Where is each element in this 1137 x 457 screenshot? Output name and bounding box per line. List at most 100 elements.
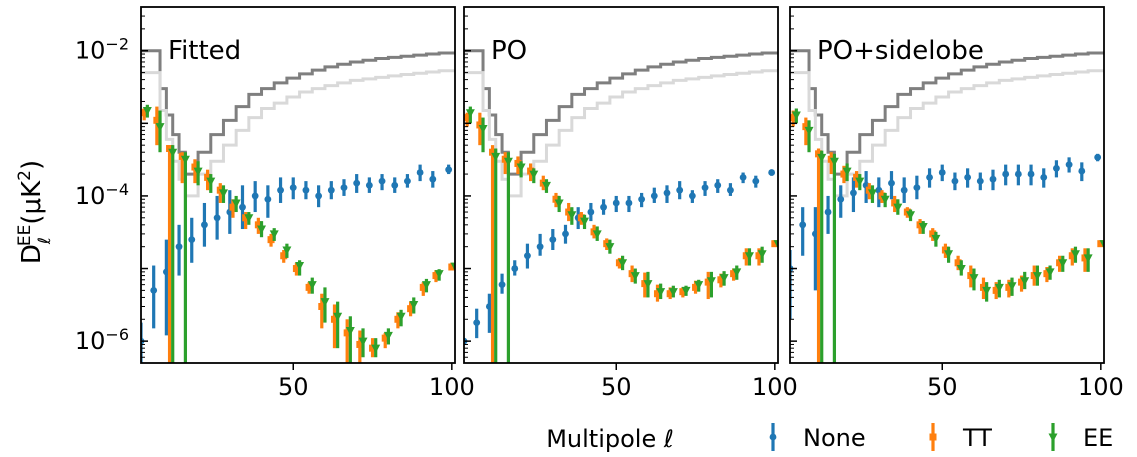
panel-title: Fitted (168, 36, 241, 66)
axes-frame (463, 6, 779, 364)
legend-label: TT (962, 424, 992, 452)
series-ee (465, 106, 778, 363)
y-tick-label: 10−2 (75, 34, 129, 65)
data-point (1007, 282, 1017, 291)
legend-item-tt: TT (929, 423, 992, 452)
data-point (1030, 272, 1038, 280)
data-point (771, 240, 778, 248)
data-point (264, 195, 272, 203)
data-point (356, 340, 364, 348)
data-point (378, 177, 386, 185)
data-point (605, 243, 615, 252)
data-point (269, 230, 279, 239)
panel-3: PO+sidelobe 50 100 (789, 6, 1124, 401)
data-point (554, 199, 564, 208)
data-point (150, 286, 158, 294)
series-none (464, 169, 776, 345)
data-point (668, 288, 678, 297)
data-point (371, 344, 381, 354)
data-point (242, 214, 250, 222)
data-point (964, 173, 972, 181)
data-point (837, 195, 845, 203)
data-point (541, 181, 551, 191)
data-point (976, 177, 984, 185)
data-point (954, 259, 962, 267)
data-point (429, 175, 437, 183)
legend-marker (929, 433, 937, 441)
data-point (587, 208, 595, 216)
data-point (643, 280, 653, 289)
data-point (744, 252, 754, 261)
data-point (1040, 173, 1048, 181)
data-point (742, 252, 750, 260)
data-point (213, 214, 221, 222)
data-point (969, 274, 979, 283)
data-point (679, 288, 687, 296)
data-point (503, 157, 513, 167)
data-point (666, 290, 674, 298)
data-point (345, 327, 355, 336)
data-point (855, 177, 865, 187)
x-tick-label: 100 (752, 373, 798, 401)
x-tick-label: 100 (429, 373, 475, 401)
data-point (773, 240, 778, 249)
data-point (799, 221, 807, 229)
data-point (340, 184, 348, 192)
data-point (656, 288, 666, 297)
data-point (204, 173, 212, 181)
noise-light-curve (464, 69, 778, 198)
data-point (681, 286, 691, 296)
data-point (498, 281, 506, 289)
panel-title: PO+sidelobe (817, 36, 984, 66)
data-point (277, 186, 284, 194)
data-point (752, 177, 760, 185)
data-point (1078, 167, 1086, 175)
data-point (315, 192, 323, 200)
data-point (938, 169, 946, 176)
data-point (407, 305, 415, 313)
data-point (168, 148, 178, 158)
data-point (327, 186, 335, 194)
data-point (289, 184, 297, 192)
data-point (489, 148, 497, 156)
data-point (445, 166, 453, 174)
data-point (653, 290, 661, 298)
x-tick-label: 50 (278, 373, 309, 401)
data-point (391, 181, 399, 189)
data-point (529, 170, 539, 180)
data-point (369, 344, 377, 352)
data-point (850, 189, 857, 197)
data-point (1045, 268, 1055, 277)
data-point (1065, 161, 1073, 169)
plot-area (141, 49, 455, 363)
legend-label: EE (1083, 424, 1113, 452)
legend-marker (769, 433, 777, 441)
data-point (254, 221, 262, 229)
data-point (804, 126, 814, 136)
data-point (717, 276, 725, 284)
data-point (153, 116, 161, 124)
data-point (450, 262, 455, 272)
plot-area (790, 49, 1104, 363)
data-point (641, 280, 649, 288)
data-point (757, 250, 767, 259)
panel-2: PO 50 100 (463, 6, 798, 401)
series-none (790, 153, 1102, 320)
data-point (421, 281, 431, 290)
data-point (768, 169, 776, 176)
data-point (755, 252, 763, 260)
data-point (638, 195, 646, 203)
data-point (600, 203, 607, 211)
data-point (188, 236, 196, 244)
data-point (292, 265, 300, 273)
data-point (817, 153, 827, 163)
data-point (191, 163, 199, 171)
data-point (432, 272, 440, 280)
y-tick-label: 10−6 (75, 325, 129, 356)
data-point (318, 303, 326, 311)
data-point (853, 173, 861, 181)
noise-dark-curve (790, 49, 1104, 176)
data-point (663, 189, 671, 197)
